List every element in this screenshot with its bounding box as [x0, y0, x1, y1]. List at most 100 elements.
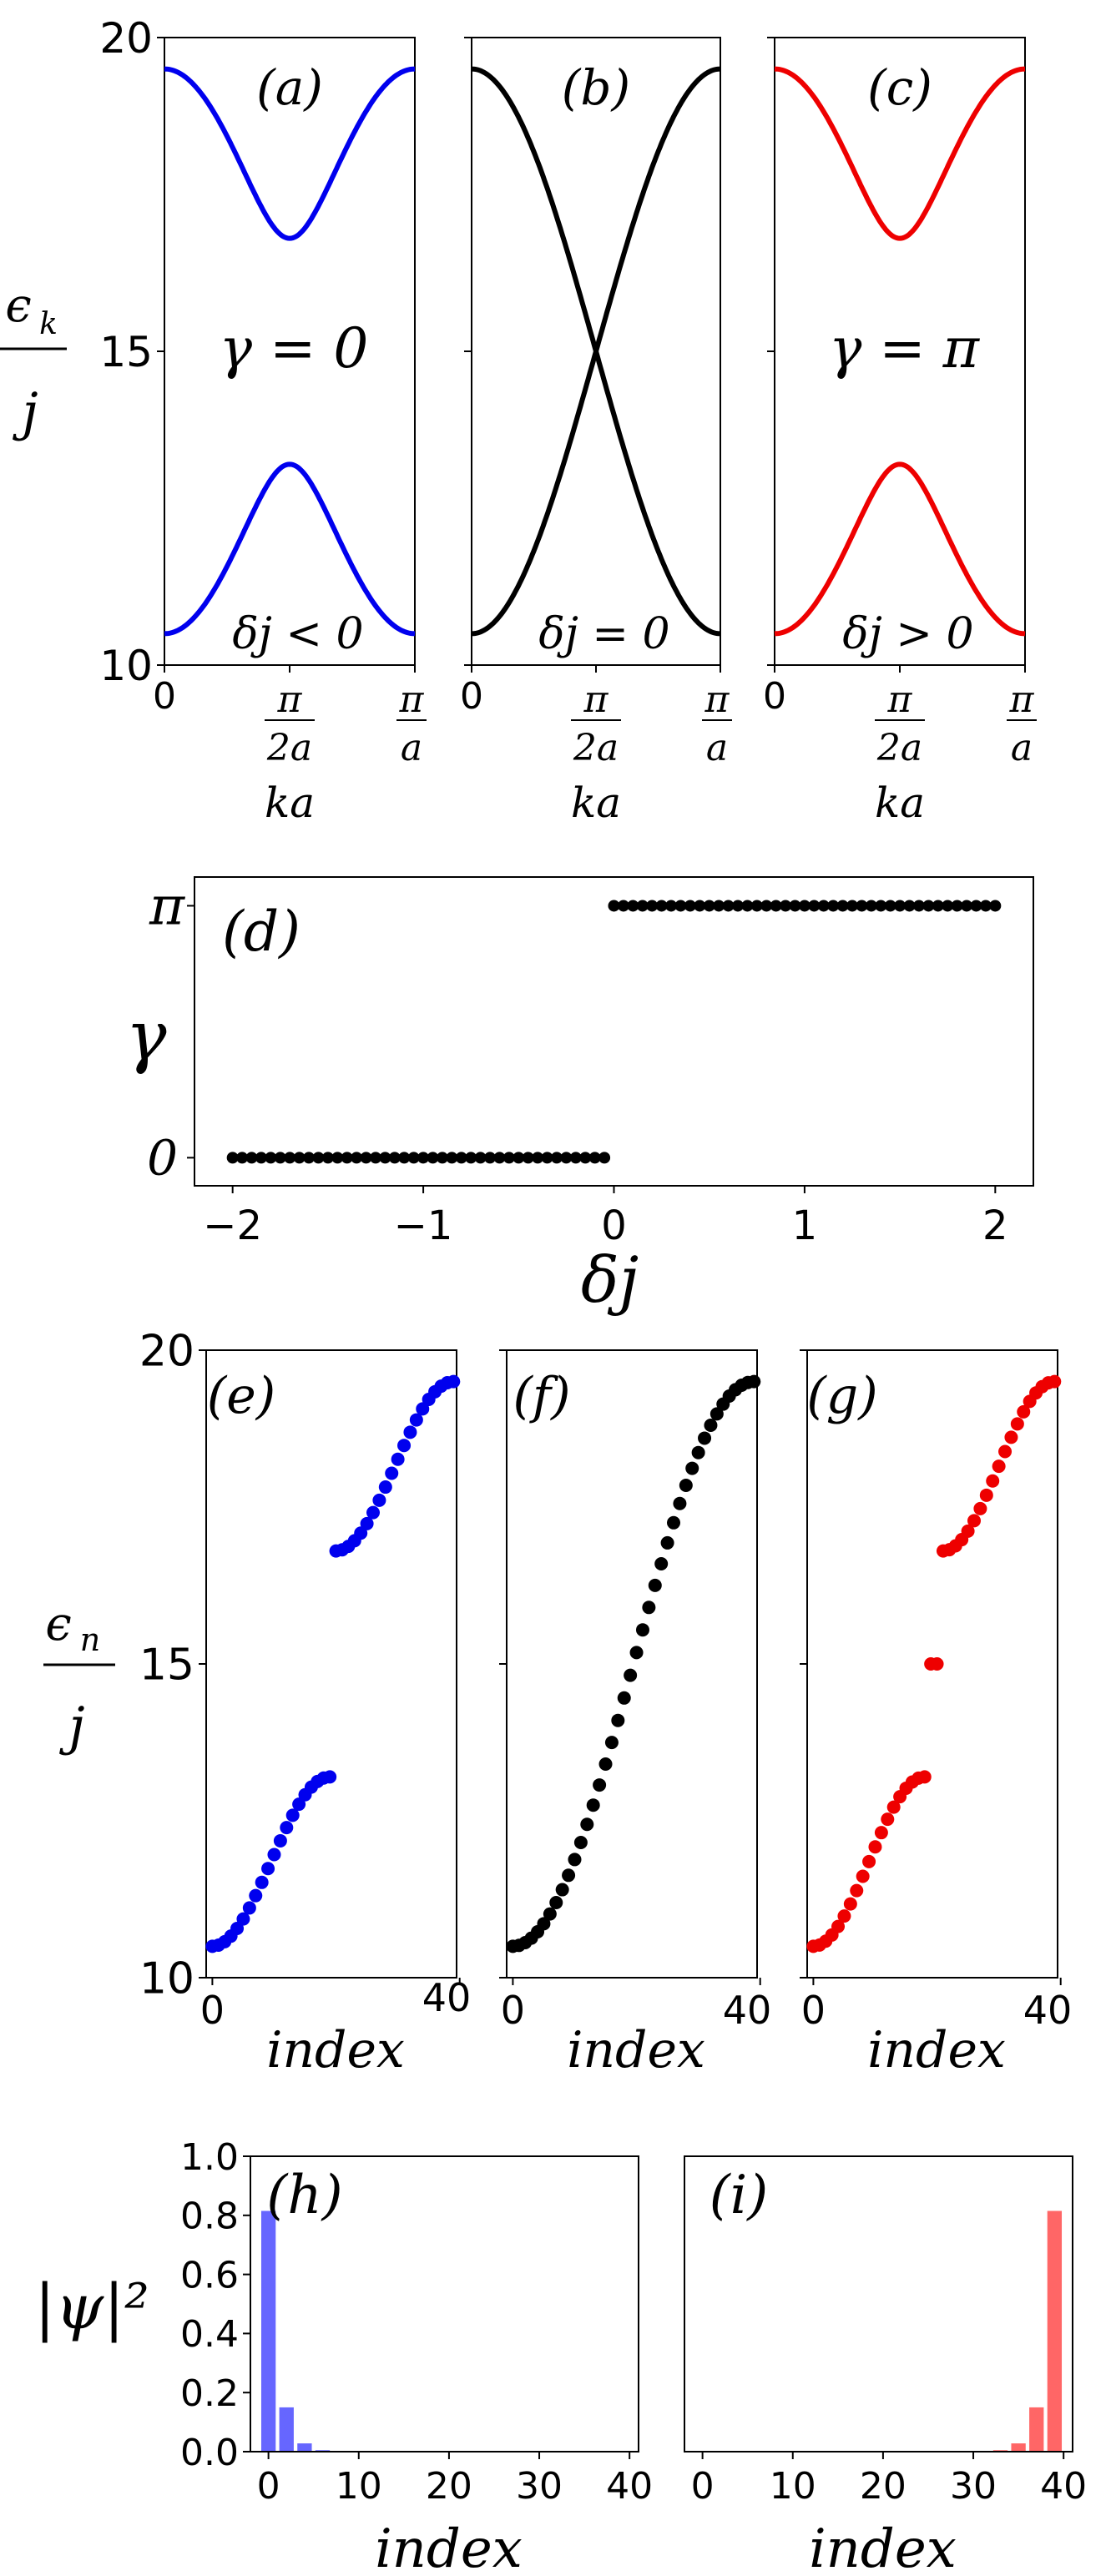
ylabel-e: ϵ n j — [43, 1597, 115, 1757]
data-point — [979, 900, 992, 912]
data-point — [731, 900, 744, 912]
x-tick-label: −1 — [394, 1202, 453, 1249]
y-axis-label: |ψ|² — [34, 2271, 149, 2343]
data-point — [569, 1152, 582, 1164]
data-point — [265, 1152, 277, 1164]
data-point — [502, 1152, 515, 1164]
x-tick-label: 0 — [763, 675, 786, 718]
y-tick-label: 10 — [139, 1954, 194, 2004]
data-point — [447, 1374, 461, 1389]
annotation-gamma: γ = π — [829, 316, 981, 381]
data-point — [378, 1480, 392, 1495]
data-point — [684, 900, 696, 912]
plot-frame-i — [684, 2155, 1073, 2452]
data-point — [360, 1152, 372, 1164]
data-point — [532, 1152, 544, 1164]
x-tick-denominator: a — [706, 727, 728, 769]
data-point — [255, 1152, 267, 1164]
band-lower — [774, 461, 1026, 637]
data-point — [1010, 1417, 1024, 1431]
data-point — [713, 900, 725, 912]
data-point — [267, 1848, 281, 1862]
data-point — [261, 1862, 275, 1876]
data-point — [942, 900, 954, 912]
bar — [1011, 2443, 1026, 2452]
x-axis-label: ka — [875, 779, 925, 827]
x-tick-label: 40 — [606, 2465, 653, 2508]
data-point — [843, 1897, 857, 1911]
data-point — [446, 1152, 458, 1164]
y-tick-label: π — [149, 875, 185, 937]
annotation-gamma: γ = 0 — [220, 316, 369, 381]
data-point — [321, 1152, 334, 1164]
panel-label: (f) — [513, 1367, 570, 1425]
x-tick-label: 0 — [460, 675, 483, 718]
data-point — [226, 1152, 239, 1164]
data-point — [427, 1152, 439, 1164]
data-point — [798, 900, 811, 912]
data-point — [789, 900, 801, 912]
panel-i: 0 10 20 30 40 index (i) — [684, 2155, 1087, 2576]
data-point — [750, 900, 763, 912]
data-point — [598, 1757, 613, 1771]
data-point — [646, 900, 659, 912]
data-point — [280, 1821, 294, 1835]
data-point — [416, 1402, 430, 1416]
data-point — [703, 900, 715, 912]
x-tick-label: 40 — [1023, 1988, 1073, 2033]
data-point — [312, 1152, 325, 1164]
plot-frame-f — [506, 1349, 758, 1979]
data-point — [1048, 1374, 1062, 1389]
data-point — [862, 1854, 876, 1868]
y-tick-label: 0.8 — [180, 2195, 239, 2238]
band-upper — [164, 66, 416, 241]
data-point — [255, 1875, 269, 1889]
data-point — [586, 1798, 600, 1812]
data-point — [493, 1152, 506, 1164]
data-point — [369, 1152, 381, 1164]
x-tick-label: 30 — [950, 2465, 997, 2508]
data-point — [629, 1646, 644, 1660]
data-point — [598, 1152, 611, 1164]
data-point — [1004, 1430, 1018, 1444]
data-point — [741, 900, 754, 912]
data-point — [691, 1445, 705, 1459]
data-point — [704, 1418, 718, 1432]
data-point — [1017, 1404, 1031, 1419]
panel-label: (a) — [256, 59, 323, 116]
x-tick-denominator: a — [401, 727, 422, 769]
data-point — [951, 900, 963, 912]
data-point — [747, 1374, 761, 1389]
ylabel-a: ϵ k j — [0, 279, 67, 442]
data-point — [674, 900, 687, 912]
x-tick-numerator: π — [399, 678, 425, 721]
panel-f: 0 40 index (f) — [499, 1349, 771, 2079]
data-point — [331, 1152, 344, 1164]
data-point — [580, 1817, 594, 1832]
x-tick-label: 0 — [801, 1988, 826, 2033]
band-lower — [164, 461, 416, 637]
panel-h: 0.0 0.2 0.4 0.6 0.8 1.0 |ψ|² 0 10 20 30 40 index (h) — [34, 2136, 653, 2576]
panel-label: (d) — [222, 900, 300, 964]
data-point — [303, 1152, 316, 1164]
data-point — [560, 1152, 573, 1164]
data-point — [636, 900, 649, 912]
x-axis-label: index — [809, 2518, 957, 2576]
data-point — [903, 900, 916, 912]
annotation-delta: δj < 0 — [232, 609, 363, 659]
data-point — [407, 1152, 420, 1164]
data-point — [665, 900, 678, 912]
data-point — [837, 1909, 851, 1923]
data-point — [970, 900, 982, 912]
panel-d: −2 −1 0 1 2 0 π (d) γ δj — [125, 875, 1034, 1317]
data-point — [388, 1152, 401, 1164]
data-point — [770, 900, 782, 912]
data-point — [998, 1444, 1013, 1459]
panel-label: (h) — [266, 2165, 342, 2226]
plot-frame-e — [205, 1349, 457, 1979]
ylabel-epsilon: ϵ — [5, 279, 31, 333]
data-point — [236, 1152, 249, 1164]
data-point — [323, 1770, 337, 1784]
panel-label: (c) — [867, 59, 932, 116]
